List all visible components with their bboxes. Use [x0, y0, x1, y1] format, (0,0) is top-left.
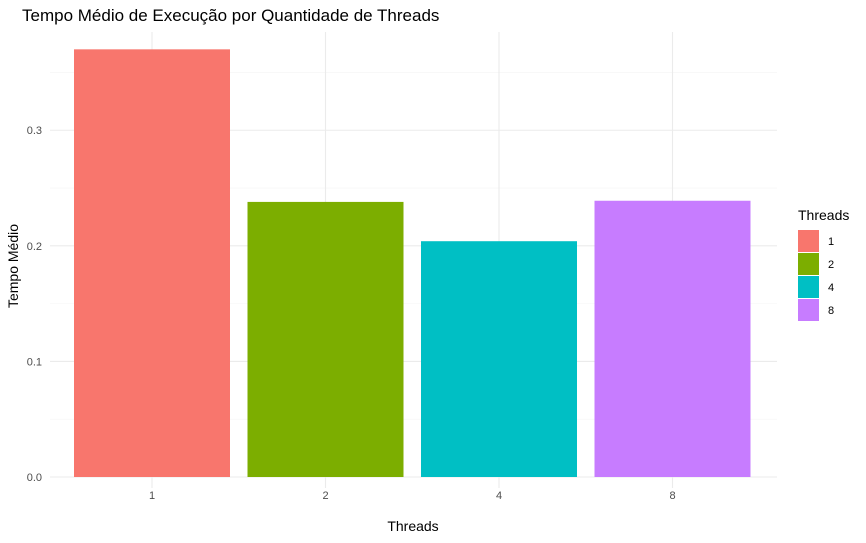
y-axis-title: Tempo Médio — [5, 224, 21, 308]
x-tick-label: 1 — [149, 490, 155, 502]
y-tick-label: 0.3 — [27, 125, 42, 137]
legend-label: 8 — [828, 305, 834, 317]
legend-key-2 — [798, 253, 819, 275]
x-axis-title: Threads — [387, 518, 438, 534]
y-tick-label: 0.0 — [27, 472, 42, 484]
bar-2 — [247, 201, 404, 477]
bars — [74, 49, 751, 478]
legend: Threads 1 2 4 8 — [798, 207, 849, 321]
x-tick-label: 2 — [322, 490, 328, 502]
legend-key-8 — [798, 299, 819, 321]
y-axis-ticks: 0.0 0.1 0.2 0.3 — [27, 125, 42, 484]
x-axis-ticks: 1 2 4 8 — [149, 490, 676, 502]
legend-label: 1 — [828, 236, 834, 248]
bar-8 — [594, 200, 751, 478]
legend-label: 4 — [828, 282, 834, 294]
bar-1 — [74, 49, 230, 478]
chart-title: Tempo Médio de Execução por Quantidade d… — [22, 6, 439, 25]
y-tick-label: 0.2 — [27, 241, 42, 253]
legend-title: Threads — [798, 207, 849, 223]
x-tick-label: 4 — [496, 490, 502, 502]
y-tick-label: 0.1 — [27, 356, 42, 368]
x-tick-label: 8 — [669, 490, 675, 502]
legend-key-1 — [798, 230, 819, 252]
legend-key-4 — [798, 276, 819, 298]
bar-4 — [421, 241, 577, 477]
legend-label: 2 — [828, 259, 834, 271]
